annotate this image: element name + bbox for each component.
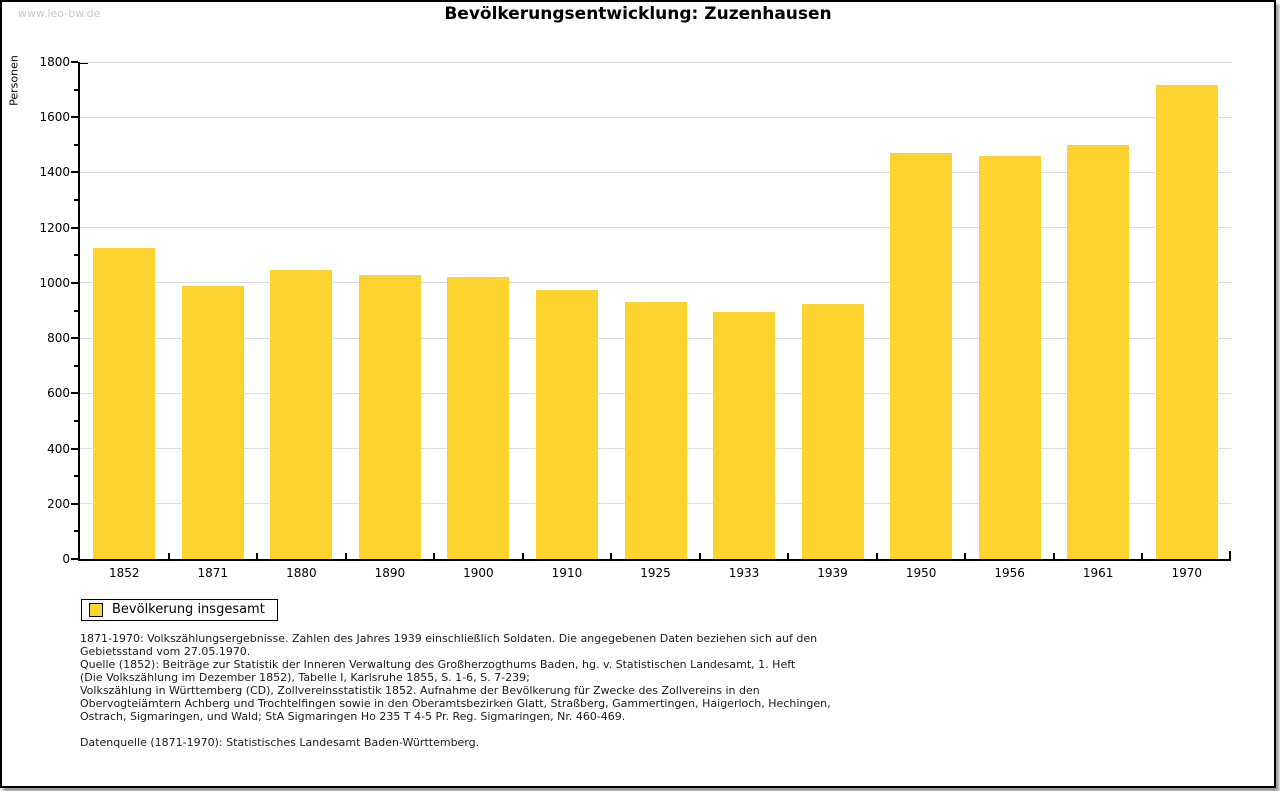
- footnote-line: Datenquelle (1871-1970): Statistisches L…: [80, 736, 480, 749]
- x-tick: [964, 553, 967, 559]
- bar: [535, 289, 598, 559]
- x-tick: [433, 553, 436, 559]
- y-axis-end-cap: [80, 62, 88, 64]
- x-tick-label: 1961: [1082, 566, 1114, 580]
- y-tick-label: 600: [47, 386, 70, 401]
- x-tick: [344, 553, 347, 559]
- x-tick-label: 1956: [994, 566, 1025, 580]
- x-tick: [167, 553, 170, 559]
- gridline: [80, 227, 1231, 229]
- y-tick-label: 1800: [39, 55, 70, 69]
- y-tick-major: [71, 61, 78, 63]
- x-tick-label: 1900: [463, 566, 494, 580]
- y-tick-minor: [74, 88, 78, 91]
- y-tick-minor: [74, 419, 78, 422]
- y-tick-label: 0: [62, 552, 70, 566]
- bar: [270, 270, 333, 559]
- footnote-line: (Die Volkszählung im Dezember 1852), Tab…: [80, 671, 530, 684]
- y-tick-minor: [74, 475, 78, 478]
- x-tick-label: 1925: [640, 566, 671, 580]
- y-tick-minor: [74, 143, 78, 146]
- footnote-line: Ostrach, Sigmaringen, und Wald; StA Sigm…: [80, 710, 626, 723]
- x-tick-label: 1852: [108, 566, 140, 580]
- y-tick-major: [71, 337, 78, 340]
- legend: Bevölkerung insgesamt: [81, 599, 278, 621]
- x-tick-label: 1880: [286, 566, 317, 580]
- page-title: Bevölkerungsentwicklung: Zuzenhausen: [444, 4, 832, 24]
- gridline: [80, 116, 1231, 118]
- y-tick-minor: [74, 364, 78, 367]
- y-tick-label: 1200: [39, 220, 70, 235]
- x-tick-label: 1890: [374, 566, 406, 580]
- bar: [181, 285, 244, 559]
- bar: [358, 274, 421, 559]
- gridline: [80, 282, 1231, 284]
- x-tick: [256, 553, 259, 559]
- y-tick-major: [71, 281, 78, 284]
- footnote-line: Obervogteiämtern Achberg und Trochtelfin…: [80, 697, 831, 710]
- x-tick-label: 1910: [551, 566, 583, 580]
- y-tick-major: [71, 226, 78, 229]
- y-tick-minor: [74, 254, 78, 257]
- y-tick-label: 400: [47, 441, 70, 456]
- x-tick: [1052, 553, 1055, 559]
- y-tick-label: 800: [47, 331, 70, 346]
- footnote-line: [80, 723, 831, 736]
- x-tick: [787, 553, 790, 559]
- y-tick-major: [71, 116, 78, 119]
- bar: [978, 155, 1041, 559]
- y-tick-label: 1400: [39, 165, 70, 180]
- y-tick-major: [71, 447, 78, 450]
- y-tick-label: 200: [47, 496, 70, 511]
- x-tick-label: 1970: [1171, 566, 1202, 580]
- footnote-line: 1871-1970: Volkszählungsergebnisse. Zahl…: [80, 632, 818, 645]
- x-tick-label: 1933: [728, 566, 760, 580]
- plot-area: 0 200 400 600 800 1000 1200 1400 1600 1800 1852 187…: [39, 55, 1231, 580]
- x-tick: [610, 553, 613, 559]
- x-tick: [521, 553, 524, 559]
- bar: [624, 302, 687, 559]
- bar: [713, 311, 776, 559]
- bar: [890, 153, 953, 559]
- legend-label: Bevölkerung insgesamt: [112, 602, 265, 617]
- footnote-line: Gebietsstand vom 27.05.1970.: [80, 645, 251, 658]
- y-tick-label: 1600: [39, 110, 70, 125]
- x-tick-label: 1939: [817, 566, 848, 580]
- y-tick-major: [71, 558, 78, 560]
- footnote-line: Quelle (1852): Beiträge zur Statistik de…: [80, 658, 796, 671]
- x-tick-label: 1950: [905, 566, 937, 580]
- legend-swatch: [89, 603, 103, 617]
- bar: [93, 248, 156, 559]
- watermark: www.leo-bw.de: [18, 7, 101, 20]
- bar: [801, 303, 864, 559]
- y-tick-minor: [74, 530, 78, 533]
- y-tick-minor: [74, 199, 78, 202]
- y-axis-title: Personen: [7, 55, 21, 106]
- y-tick-major: [71, 171, 78, 174]
- gridline: [80, 171, 1231, 173]
- footnote-line: Volkszählung in Württemberg (CD), Zollve…: [80, 684, 760, 697]
- x-tick: [875, 553, 878, 559]
- y-tick-major: [71, 392, 78, 395]
- bar: [447, 277, 510, 559]
- gridline: [80, 62, 1231, 63]
- x-tick: [1141, 553, 1144, 559]
- footnotes: 1871-1970: Volkszählungsergebnisse. Zahl…: [80, 632, 831, 749]
- y-tick-major: [71, 502, 78, 505]
- y-tick-label: 1000: [39, 275, 70, 290]
- bar: [1067, 144, 1130, 559]
- bar: [1155, 85, 1218, 559]
- x-tick-label: 1871: [197, 566, 229, 580]
- y-tick-minor: [74, 309, 78, 312]
- x-axis-end-cap: [1229, 551, 1231, 559]
- x-tick: [698, 553, 701, 559]
